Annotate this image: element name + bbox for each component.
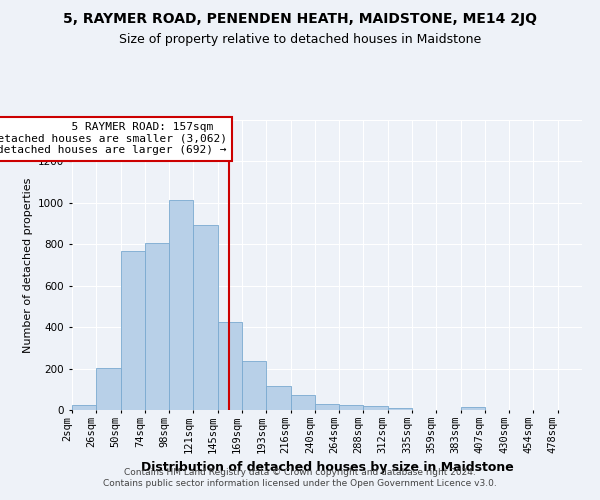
Y-axis label: Number of detached properties: Number of detached properties (23, 178, 32, 352)
Text: Contains HM Land Registry data © Crown copyright and database right 2024.
Contai: Contains HM Land Registry data © Crown c… (103, 468, 497, 487)
Bar (315, 404, 339, 410)
Text: 5, RAYMER ROAD, PENENDEN HEATH, MAIDSTONE, ME14 2JQ: 5, RAYMER ROAD, PENENDEN HEATH, MAIDSTON… (63, 12, 537, 26)
Bar (169, 200, 193, 410)
Bar (242, 361, 266, 410)
Text: 5 RAYMER ROAD: 157sqm  
← 81% of detached houses are smaller (3,062)
18% of semi: 5 RAYMER ROAD: 157sqm ← 81% of detached … (0, 122, 227, 156)
Text: Size of property relative to detached houses in Maidstone: Size of property relative to detached ho… (119, 32, 481, 46)
Bar (96, 368, 121, 410)
X-axis label: Distribution of detached houses by size in Maidstone: Distribution of detached houses by size … (140, 462, 514, 474)
Bar (72, 406, 96, 410)
Bar (145, 242, 169, 410)
Bar (339, 405, 364, 410)
Bar (218, 322, 242, 410)
Bar (388, 408, 412, 410)
Bar (364, 406, 388, 410)
Bar (290, 395, 315, 410)
Bar (266, 386, 290, 410)
Bar (193, 225, 218, 410)
Bar (461, 407, 485, 410)
Bar (121, 251, 145, 410)
